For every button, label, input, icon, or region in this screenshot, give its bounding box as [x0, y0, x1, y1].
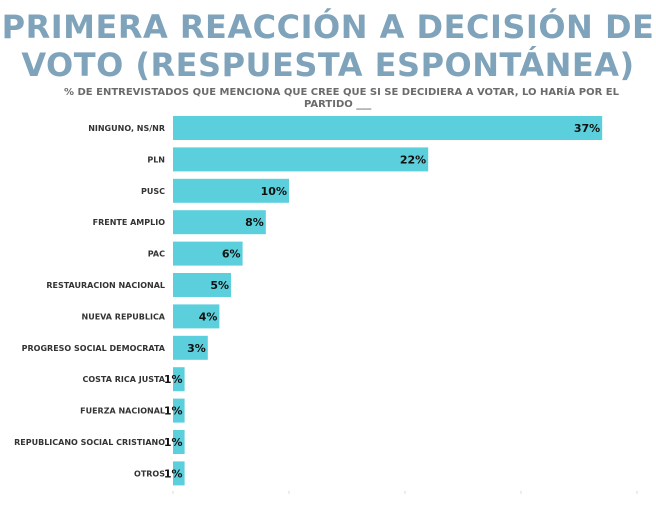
chart-title-line2: VOTO (RESPUESTA ESPONTÁNEA): [21, 46, 635, 84]
bar-fuerza-nacional: [173, 398, 185, 423]
category-label-pusc: PUSC: [141, 187, 165, 196]
chart-subtitle: % DE ENTREVISTADOS QUE MENCIONA QUE CREE…: [40, 87, 640, 111]
value-label-costa-rica-justa: 1%: [164, 373, 183, 386]
value-label-republicano-social-cristiano: 1%: [164, 436, 183, 449]
bar-restauracion-nacional: [173, 273, 231, 297]
category-label-ninguno-ns-nr: NINGUNO, NS/NR: [88, 124, 165, 133]
category-label-restauracion-nacional: RESTAURACION NACIONAL: [46, 281, 165, 290]
value-label-pac: 6%: [222, 248, 241, 261]
value-label-otros: 1%: [164, 467, 183, 480]
value-label-frente-amplio: 8%: [245, 216, 264, 229]
chart-title: PRIMERA REACCIÓN A DECISIÓN DE VOTO (RES…: [0, 8, 656, 84]
value-label-pusc: 10%: [261, 185, 287, 198]
subtitle-line1: % DE ENTREVISTADOS QUE MENCIONA QUE CREE…: [64, 87, 619, 98]
bar-pln: [173, 147, 429, 172]
bar-republicano-social-cristiano: [173, 430, 185, 454]
category-label-frente-amplio: FRENTE AMPLIO: [93, 218, 166, 227]
bar-frente-amplio: [173, 210, 266, 235]
category-label-pac: PAC: [148, 250, 165, 259]
category-label-otros: OTROS: [134, 469, 165, 478]
bar-ninguno-ns-nr: [173, 116, 603, 140]
bar-costa-rica-justa: [173, 367, 185, 392]
bar-pac: [173, 241, 243, 266]
bar-pusc: [173, 178, 289, 203]
category-label-nueva-republica: NUEVA REPUBLICA: [82, 312, 166, 321]
chart-title-line1: PRIMERA REACCIÓN A DECISIÓN DE: [1, 8, 655, 46]
value-label-pln: 22%: [400, 153, 426, 166]
value-label-progreso-social-democrata: 3%: [187, 342, 206, 355]
value-label-restauracion-nacional: 5%: [210, 279, 229, 292]
bar-progreso-social-democrata: [173, 335, 208, 360]
subtitle-line2: PARTIDO ___: [304, 99, 372, 110]
bar-nueva-republica: [173, 304, 220, 329]
category-label-progreso-social-democrata: PROGRESO SOCIAL DEMOCRATA: [22, 344, 166, 353]
category-label-costa-rica-justa: COSTA RICA JUSTA: [83, 375, 166, 384]
value-label-fuerza-nacional: 1%: [164, 405, 183, 418]
value-label-ninguno-ns-nr: 37%: [574, 122, 600, 135]
category-label-fuerza-nacional: FUERZA NACIONAL: [80, 407, 165, 416]
category-label-pln: PLN: [147, 155, 165, 164]
category-label-republicano-social-cristiano: REPUBLICANO SOCIAL CRISTIANO: [14, 438, 165, 447]
value-label-nueva-republica: 4%: [199, 310, 218, 323]
bar-otros: [173, 461, 185, 486]
